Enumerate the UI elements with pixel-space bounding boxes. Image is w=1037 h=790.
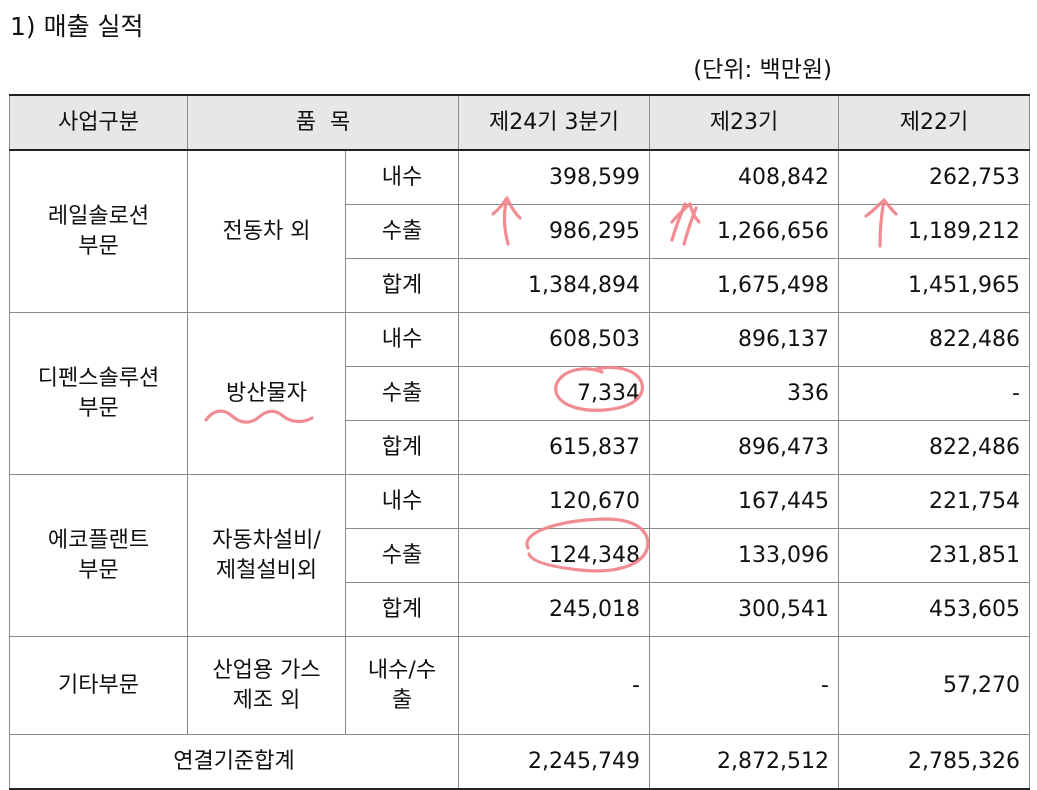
division-label-line: 디펜스솔루션 xyxy=(37,365,160,391)
value-cell-p23: 1,266,656 xyxy=(649,204,839,259)
value-cell-p24: 245,018 xyxy=(458,582,650,637)
value-cell-p23: 896,137 xyxy=(649,312,839,367)
sales-type-cell: 내수 xyxy=(345,149,459,205)
value-cell-p22: 822,486 xyxy=(838,420,1030,475)
division-label-line: 에코플랜트 xyxy=(47,527,150,553)
header-period-24: 제24기 3분기 xyxy=(458,94,650,151)
table-row: 레일솔로션 부문 전동차 외 내수 398,599 408,842 262,75… xyxy=(9,149,1030,313)
value-cell-p22: - xyxy=(838,366,1030,421)
total-value-p22: 2,785,326 xyxy=(838,734,1030,790)
product-cell: 전동차 외 xyxy=(187,149,346,313)
sales-type-cell: 합계 xyxy=(345,258,459,313)
value-cell-p24: 608,503 xyxy=(458,312,650,367)
sales-type-cell: 수출 xyxy=(345,528,459,583)
product-label-line: 자동차설비/ xyxy=(212,527,321,553)
value-cell-p23: - xyxy=(649,636,839,735)
sales-type-line: 내수/수 xyxy=(367,657,437,683)
table-row-other: 기타부문 산업용 가스 제조 외 내수/수 출 - - 57,270 xyxy=(9,636,1030,735)
sales-type-cell: 합계 xyxy=(345,582,459,637)
sales-type-cell: 내수 xyxy=(345,312,459,367)
value-cell-p24: 120,670 xyxy=(458,474,650,529)
header-product: 품 목 xyxy=(187,94,459,151)
division-label-line: 부문 xyxy=(78,233,119,259)
value-cell-p22: 221,754 xyxy=(838,474,1030,529)
sales-type-cell: 수출 xyxy=(345,366,459,421)
unit-note: (단위: 백만원) xyxy=(693,57,832,83)
value-cell-p23: 896,473 xyxy=(649,420,839,475)
table-row: 디펜스솔루션 부문 방산물자 내수 608,503 896,137 822,48… xyxy=(9,312,1030,475)
value-cell-p23: 300,541 xyxy=(649,582,839,637)
total-label: 연결기준합계 xyxy=(9,734,459,790)
total-value-p23: 2,872,512 xyxy=(649,734,839,790)
division-label-line: 부문 xyxy=(78,557,119,583)
division-label-line: 부문 xyxy=(78,395,119,421)
table-row: 합계 615,837 896,473 822,486 xyxy=(10,420,1030,475)
value-cell-p24: 7,334 xyxy=(458,366,650,421)
value-cell-p23: 336 xyxy=(649,366,839,421)
table-row: 수출 7,334 336 - xyxy=(10,366,1030,421)
value-cell-p24: 124,348 xyxy=(458,528,650,583)
product-label-line: 전동차 외 xyxy=(222,218,311,244)
product-cell: 방산물자 xyxy=(187,312,346,475)
table-row: 합계 245,018 300,541 453,605 xyxy=(10,582,1030,637)
division-label-line: 레일솔로션 xyxy=(47,203,150,229)
sales-type-line: 출 xyxy=(391,687,413,713)
sales-type-cell: 합계 xyxy=(345,420,459,475)
value-cell-p22: 57,270 xyxy=(838,636,1030,735)
product-cell: 자동차설비/ 제철설비외 xyxy=(187,474,346,637)
header-row: 사업구분 품 목 제24기 3분기 제23기 제22기 xyxy=(9,94,1030,151)
sales-table: 사업구분 품 목 제24기 3분기 제23기 제22기 레일솔로션 부문 전동차… xyxy=(9,94,1030,790)
division-cell: 기타부문 xyxy=(9,636,188,735)
value-cell-p22: 231,851 xyxy=(838,528,1030,583)
product-label-line: 산업용 가스 xyxy=(212,657,321,683)
table-row: 수출 124,348 133,096 231,851 xyxy=(10,528,1030,583)
value-cell-p23: 167,445 xyxy=(649,474,839,529)
product-label-line: 방산물자 xyxy=(226,380,307,406)
value-cell-p22: 1,451,965 xyxy=(838,258,1030,313)
value-cell-p22: 262,753 xyxy=(838,149,1030,205)
header-period-23: 제23기 xyxy=(649,94,839,151)
value-cell-p24: 398,599 xyxy=(458,149,650,205)
division-cell: 디펜스솔루션 부문 xyxy=(9,312,188,475)
value-cell-p24: 615,837 xyxy=(458,420,650,475)
value-cell-p24: 986,295 xyxy=(458,204,650,259)
product-cell: 산업용 가스 제조 외 xyxy=(187,636,346,735)
division-cell: 에코플랜트 부문 xyxy=(9,474,188,637)
header-division: 사업구분 xyxy=(9,94,188,151)
sales-type-cell: 내수/수 출 xyxy=(345,636,459,735)
sales-type-cell: 내수 xyxy=(345,474,459,529)
value-cell-p22: 822,486 xyxy=(838,312,1030,367)
product-label-line: 제조 외 xyxy=(232,687,301,713)
value-cell-p22: 1,189,212 xyxy=(838,204,1030,259)
division-cell: 레일솔로션 부문 xyxy=(9,149,188,313)
value-cell-p22: 453,605 xyxy=(838,582,1030,637)
sales-type-cell: 수출 xyxy=(345,204,459,259)
header-period-22: 제22기 xyxy=(838,94,1030,151)
total-value-p24: 2,245,749 xyxy=(458,734,650,790)
product-label-line: 제철설비외 xyxy=(215,557,318,583)
value-cell-p23: 133,096 xyxy=(649,528,839,583)
value-cell-p24: - xyxy=(458,636,650,735)
section-title: 1) 매출 실적 xyxy=(10,12,144,41)
table-row-total: 연결기준합계 2,245,749 2,872,512 2,785,326 xyxy=(9,734,1030,790)
table-row: 에코플랜트 부문 자동차설비/ 제철설비외 내수 120,670 167,445… xyxy=(9,474,1030,637)
value-cell-p23: 408,842 xyxy=(649,149,839,205)
value-cell-p23: 1,675,498 xyxy=(649,258,839,313)
value-cell-p24: 1,384,894 xyxy=(458,258,650,313)
